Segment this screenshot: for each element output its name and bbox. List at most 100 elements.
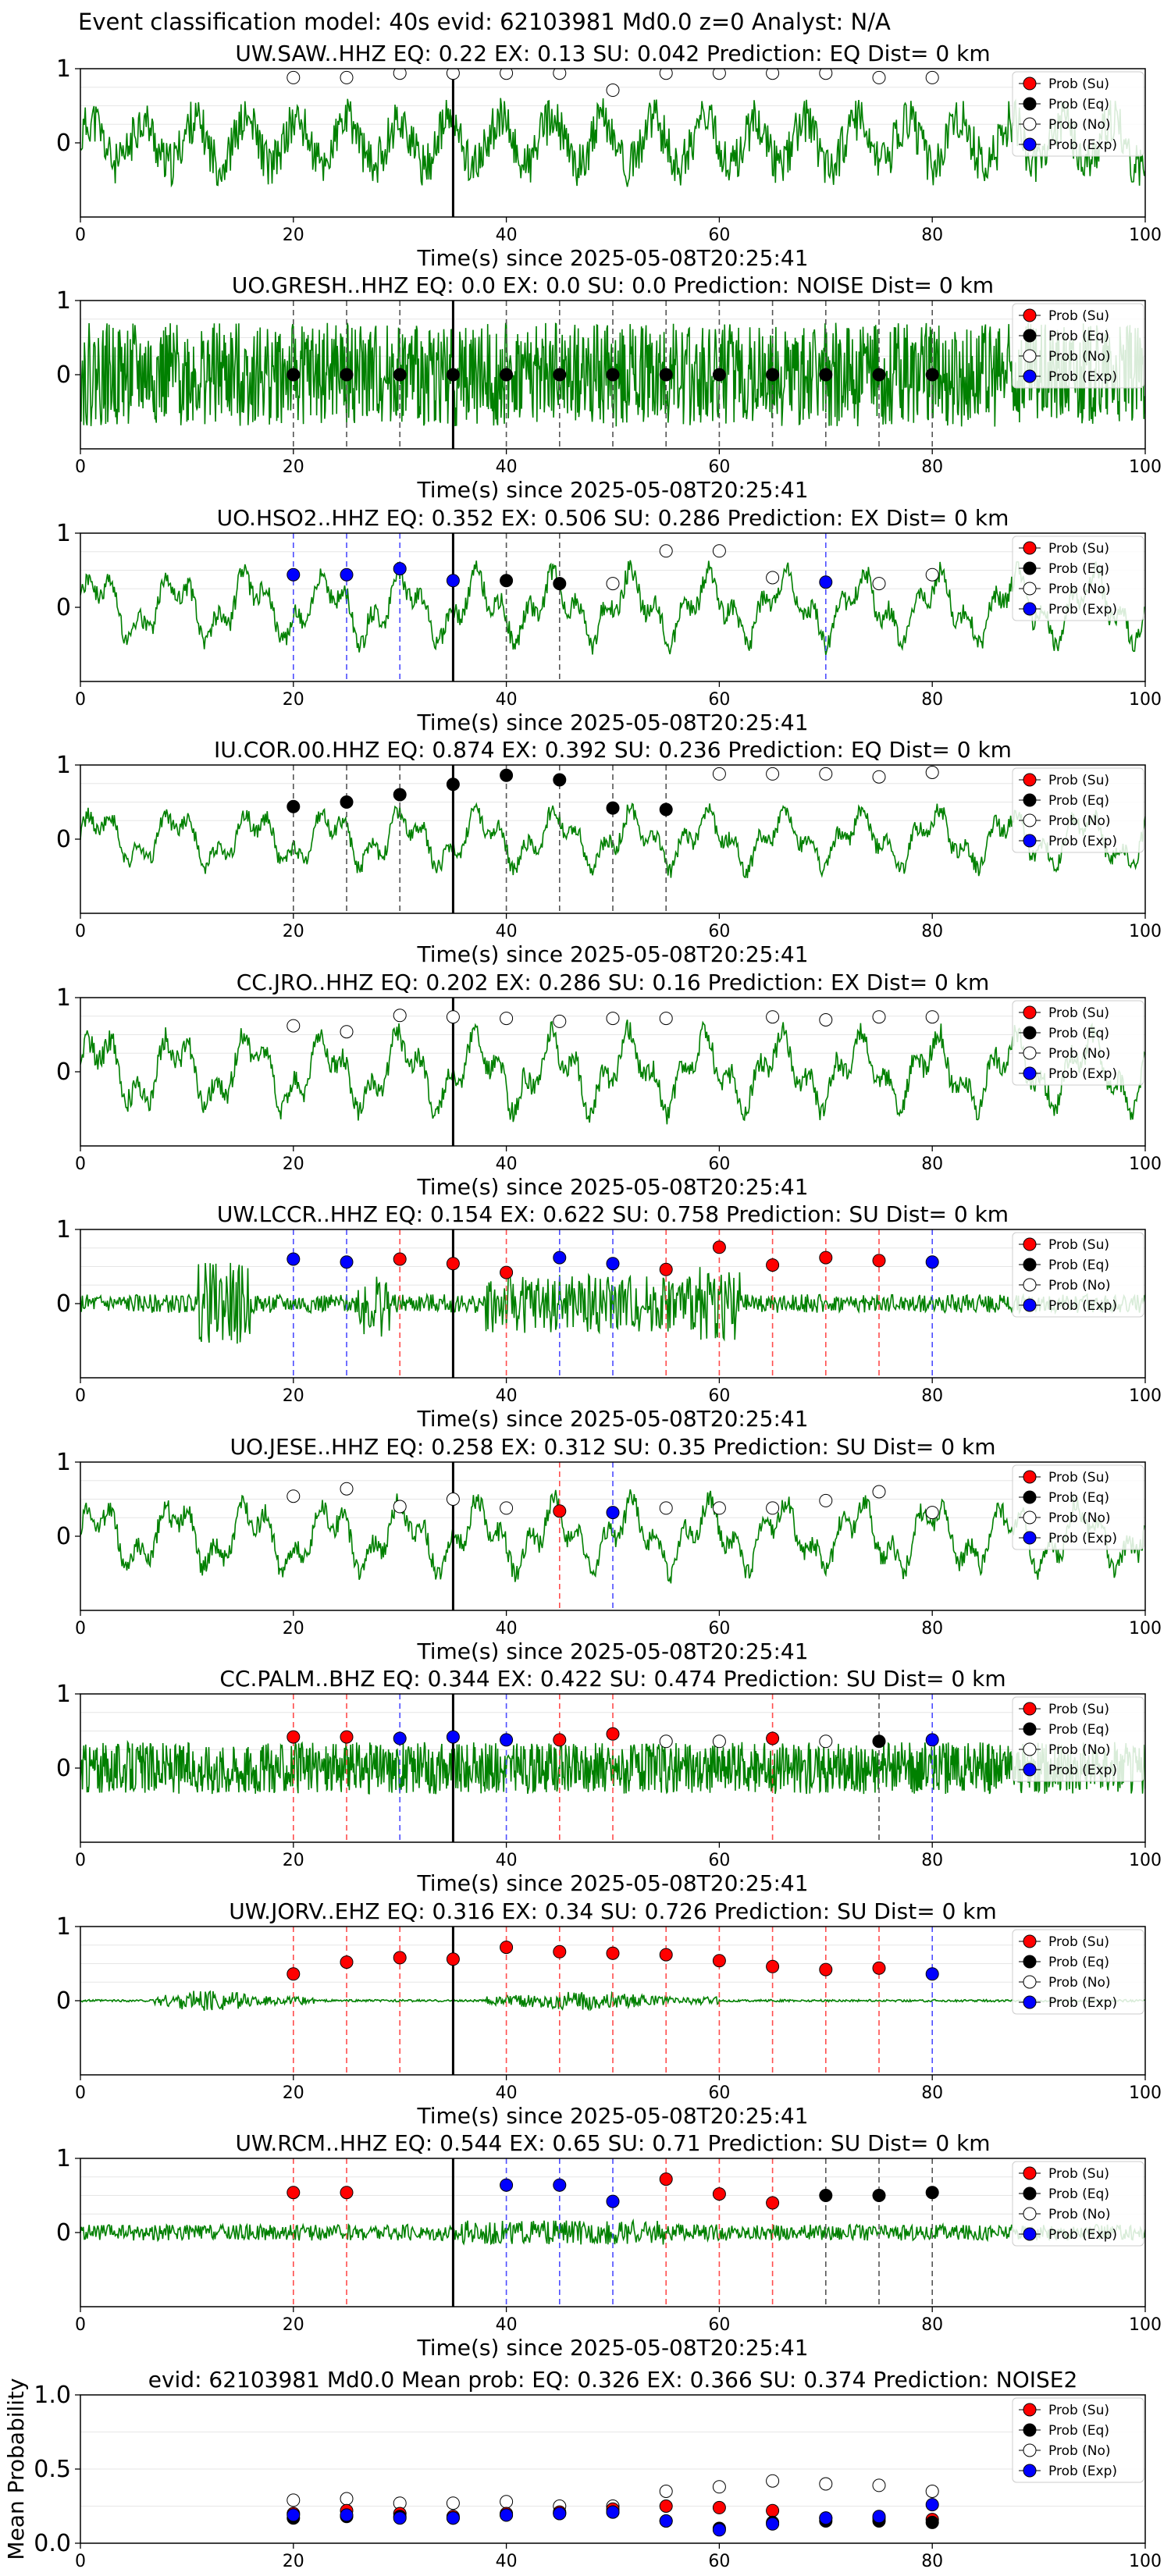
mean-point-no	[872, 2478, 886, 2492]
x-tick-label: 20	[283, 2552, 304, 2571]
legend-marker-no	[1023, 117, 1037, 131]
prob-point-no	[446, 69, 460, 80]
legend-label-eq: Prob (Eq)	[1048, 1026, 1109, 1041]
legend-marker-su	[1023, 1702, 1037, 1716]
x-tick-label: 0	[75, 2083, 86, 2103]
legend-marker-exp	[1023, 602, 1037, 616]
legend-label-su: Prob (Su)	[1048, 308, 1109, 324]
prob-point-no	[872, 70, 886, 84]
plot-area	[80, 1927, 1145, 2075]
x-tick-label: 20	[283, 2083, 304, 2103]
legend-marker-no	[1023, 2207, 1037, 2221]
prob-point-eq	[925, 368, 939, 382]
prob-point-no	[606, 577, 620, 591]
panel-title: UW.LCCR..HHZ EQ: 0.154 EX: 0.622 SU: 0.7…	[217, 1201, 1009, 1227]
x-axis-label: Time(s) since 2025-05-08T20:25:41	[416, 1174, 808, 1200]
y-tick-label: 1	[56, 520, 71, 547]
legend-label-eq: Prob (Eq)	[1048, 793, 1109, 809]
plot-area	[80, 998, 1145, 1146]
mean-point-exp	[712, 2523, 726, 2537]
x-tick-label: 60	[708, 1386, 730, 1406]
x-axis-label: Time(s) since 2025-05-08T20:25:41	[416, 710, 808, 735]
prob-point-exp	[287, 568, 301, 582]
legend-marker-eq	[1023, 97, 1037, 111]
prob-point-no	[819, 69, 833, 80]
x-tick-label: 100	[1129, 1619, 1162, 1638]
legend-label-eq: Prob (Eq)	[1048, 2423, 1109, 2439]
prob-point-no	[925, 568, 939, 582]
prob-point-eq	[553, 368, 567, 382]
legend-marker-exp	[1023, 1066, 1037, 1080]
legend-marker-su	[1023, 1237, 1037, 1251]
panel-title: IU.COR.00.HHZ EQ: 0.874 EX: 0.392 SU: 0.…	[214, 737, 1012, 763]
legend-label-exp: Prob (Exp)	[1048, 1763, 1117, 1778]
mean-point-exp	[340, 2508, 354, 2522]
prob-point-eq	[287, 799, 301, 813]
prob-point-no	[712, 1735, 726, 1749]
prob-point-no	[606, 84, 620, 98]
plot-area	[80, 2432, 1145, 2537]
prob-point-no	[819, 767, 833, 781]
panel-title: UW.JORV..EHZ EQ: 0.316 EX: 0.34 SU: 0.72…	[229, 1898, 997, 1924]
legend-marker-exp	[1023, 2227, 1037, 2241]
x-tick-label: 100	[1129, 2552, 1162, 2571]
legend-label-no: Prob (No)	[1048, 1975, 1111, 1991]
prob-point-su	[872, 1254, 886, 1268]
legend-marker-su	[1023, 76, 1037, 91]
prob-point-eq	[446, 368, 460, 382]
prob-point-no	[766, 571, 780, 585]
legend-box	[1012, 303, 1144, 389]
x-tick-label: 100	[1129, 226, 1162, 245]
legend-box	[1012, 1464, 1144, 1550]
prob-point-eq	[393, 788, 407, 802]
legend-label-no: Prob (No)	[1048, 1278, 1111, 1293]
x-tick-label: 40	[496, 457, 518, 477]
prob-point-exp	[446, 574, 460, 588]
prob-point-no	[287, 1489, 301, 1503]
legend-box	[1012, 767, 1144, 853]
legend-marker-su	[1023, 1470, 1037, 1484]
prob-point-eq	[606, 801, 620, 815]
prob-point-su	[712, 1954, 726, 1968]
prob-point-eq	[500, 368, 514, 382]
x-tick-label: 100	[1129, 1155, 1162, 1174]
legend-label-no: Prob (No)	[1048, 349, 1111, 365]
prob-point-no	[766, 1010, 780, 1024]
prob-point-no	[500, 69, 514, 80]
prob-point-su	[659, 1262, 673, 1276]
y-tick-label: 1	[56, 1449, 71, 1476]
y-tick-label: 1	[56, 1913, 71, 1941]
prob-point-no	[872, 770, 886, 784]
prob-point-no	[659, 1501, 673, 1515]
legend-box	[1012, 71, 1144, 157]
prob-point-eq	[500, 574, 514, 588]
legend-marker-eq	[1023, 561, 1037, 575]
station-panel: UO.HSO2..HHZ EQ: 0.352 EX: 0.506 SU: 0.2…	[56, 505, 1162, 735]
panel-title: UW.SAW..HHZ EQ: 0.22 EX: 0.13 SU: 0.042 …	[235, 41, 990, 66]
legend-label-no: Prob (No)	[1048, 1046, 1111, 1062]
prob-point-no	[872, 1010, 886, 1024]
legend-marker-su	[1023, 1005, 1037, 1019]
mean-point-no	[500, 2495, 514, 2509]
prob-point-exp	[819, 575, 833, 589]
mean-point-no	[659, 2485, 673, 2498]
waveform-trace	[80, 1019, 1145, 1125]
prob-point-eq	[340, 795, 354, 809]
legend-label-eq: Prob (Eq)	[1048, 1955, 1109, 1970]
prob-point-eq	[553, 577, 567, 591]
x-tick-label: 60	[708, 2315, 730, 2335]
legend-marker-no	[1023, 582, 1037, 596]
station-panel: UW.LCCR..HHZ EQ: 0.154 EX: 0.622 SU: 0.7…	[56, 1201, 1162, 1432]
legend-label-exp: Prob (Exp)	[1048, 1298, 1117, 1314]
legend-box	[1012, 1232, 1144, 1318]
x-tick-label: 60	[708, 2083, 730, 2103]
waveform-trace	[80, 560, 1145, 656]
mean-point-exp	[606, 2505, 620, 2519]
y-tick-label: 0	[56, 1987, 71, 2015]
mean-point-exp	[872, 2510, 886, 2524]
y-tick-label: 0.5	[34, 2456, 71, 2483]
legend-label-exp: Prob (Exp)	[1048, 369, 1117, 385]
x-tick-label: 80	[921, 690, 943, 710]
panel-title: UO.JESE..HHZ EQ: 0.258 EX: 0.312 SU: 0.3…	[230, 1434, 995, 1460]
mean-point-exp	[393, 2511, 407, 2525]
